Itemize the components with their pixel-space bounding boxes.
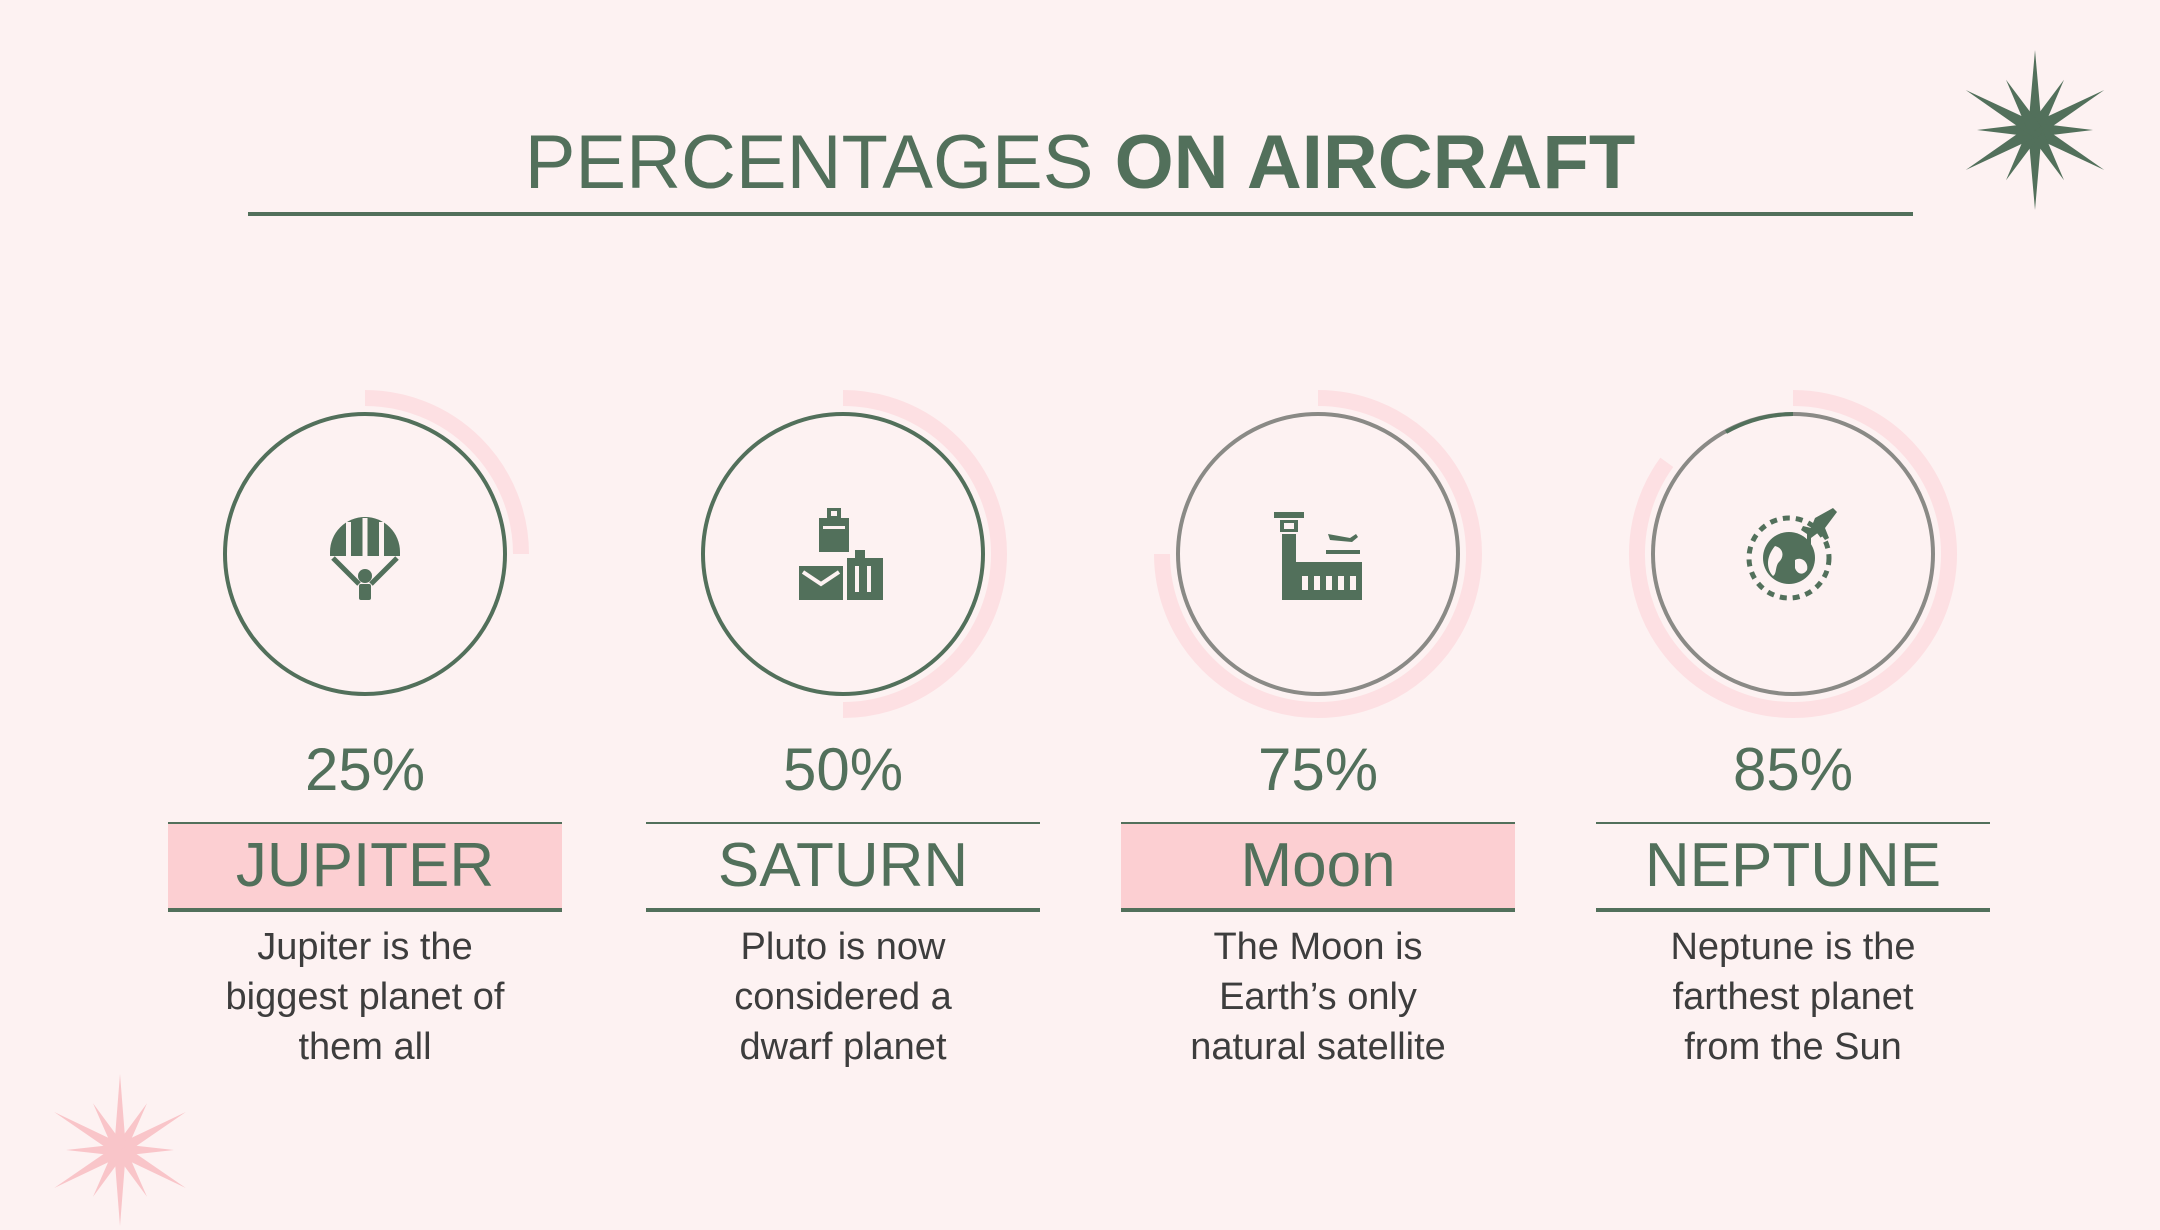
percent-value: 85% xyxy=(1732,736,1854,803)
percent-value: 75% xyxy=(1257,736,1379,803)
title-bold: ON AIRCRAFT xyxy=(1114,120,1636,205)
page-title: PERCENTAGES ON AIRCRAFT xyxy=(0,118,2160,208)
airport-icon xyxy=(1268,504,1368,604)
title-underline xyxy=(248,212,1913,216)
ring-outline xyxy=(1176,412,1460,696)
planet-name: SATURN xyxy=(646,822,1040,912)
progress-ring xyxy=(673,384,1013,724)
progress-ring-svg xyxy=(701,390,1007,718)
percent-value: 50% xyxy=(782,736,904,803)
stat-card-jupiter: 25% JUPITER Jupiter is the biggest plane… xyxy=(168,370,562,1090)
progress-ring-svg xyxy=(1629,390,1957,718)
percent-value: 25% xyxy=(304,736,426,803)
planet-name: JUPITER xyxy=(168,822,562,912)
planet-name: NEPTUNE xyxy=(1596,822,1990,912)
progress-arc xyxy=(364,390,529,555)
ring-outline xyxy=(701,412,985,696)
stat-card-neptune: 85% NEPTUNE Neptune is the farthest plan… xyxy=(1596,370,1990,1090)
luggage-icon xyxy=(793,504,893,604)
progress-ring-svg xyxy=(1154,390,1482,718)
hot-air-balloon-icon xyxy=(315,504,415,604)
ring-outline xyxy=(223,412,507,696)
stat-card-moon: 75% Moon The Moon is Earth’s only natura… xyxy=(1121,370,1515,1090)
planet-description: The Moon is Earth’s only natural satelli… xyxy=(1190,926,1446,1068)
stat-card-saturn: 50% SATURN Pluto is now considered a dwa… xyxy=(646,370,1040,1090)
progress-ring xyxy=(1623,384,1963,724)
planet-description: Pluto is now considered a dwarf planet xyxy=(734,926,952,1068)
title-light: PERCENTAGES xyxy=(524,120,1115,205)
planet-description: Jupiter is the biggest planet of them al… xyxy=(225,926,505,1068)
progress-ring xyxy=(1148,384,1488,724)
progress-ring-svg xyxy=(223,390,529,696)
world-flight-icon xyxy=(1743,504,1843,604)
progress-arc xyxy=(1154,390,1482,718)
star-icon-pink xyxy=(54,1074,186,1226)
star-icon-green xyxy=(1965,50,2105,210)
ring-outline-top xyxy=(1725,412,1794,434)
planet-description: Neptune is the farthest planet from the … xyxy=(1670,926,1916,1068)
progress-ring xyxy=(195,384,535,724)
planet-name: Moon xyxy=(1121,822,1515,912)
progress-arc xyxy=(1629,390,1957,718)
progress-arc xyxy=(842,390,1007,718)
